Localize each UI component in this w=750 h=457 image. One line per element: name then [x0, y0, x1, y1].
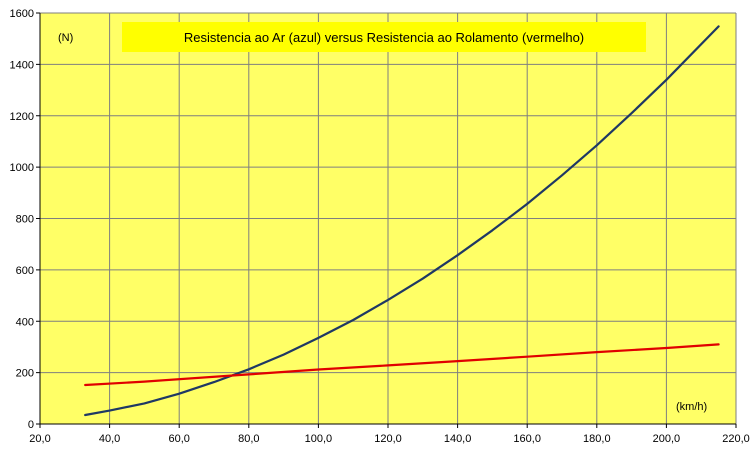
y-axis-unit-label: (N) [58, 32, 73, 44]
x-tick-label: 80,0 [238, 433, 259, 445]
y-tick-label: 800 [16, 214, 34, 226]
x-tick-label: 140,0 [444, 433, 472, 445]
chart-title: Resistencia ao Ar (azul) versus Resisten… [184, 30, 584, 45]
y-tick-label: 1600 [10, 8, 34, 20]
x-axis-unit-label: (km/h) [676, 401, 707, 413]
y-tick-label: 1000 [10, 162, 34, 174]
y-tick-label: 1200 [10, 111, 34, 123]
title-group: Resistencia ao Ar (azul) versus Resisten… [122, 22, 646, 52]
y-tick-label: 0 [28, 419, 34, 431]
series-lines [84, 25, 720, 417]
title-box [122, 22, 646, 52]
x-tick-label: 160,0 [513, 433, 541, 445]
series-line-red [84, 343, 720, 387]
x-tick-label: 20,0 [29, 433, 50, 445]
y-tick-label: 200 [16, 368, 34, 380]
y-tick-label: 600 [16, 265, 34, 277]
x-tick-label: 120,0 [374, 433, 402, 445]
axes: 20,0 40,0 60,0 80,0 100,0 120,0 140,0 160,0 180,… [10, 8, 750, 445]
x-tick-label: 220,0 [722, 433, 750, 445]
series-line-blue [84, 25, 720, 417]
x-tick-label: 60,0 [168, 433, 189, 445]
y-tick-label: 1400 [10, 59, 34, 71]
y-tick-label: 400 [16, 316, 34, 328]
x-tick-label: 100,0 [305, 433, 333, 445]
x-tick-label: 200,0 [653, 433, 681, 445]
x-tick-label: 40,0 [99, 433, 120, 445]
x-tick-label: 180,0 [583, 433, 611, 445]
